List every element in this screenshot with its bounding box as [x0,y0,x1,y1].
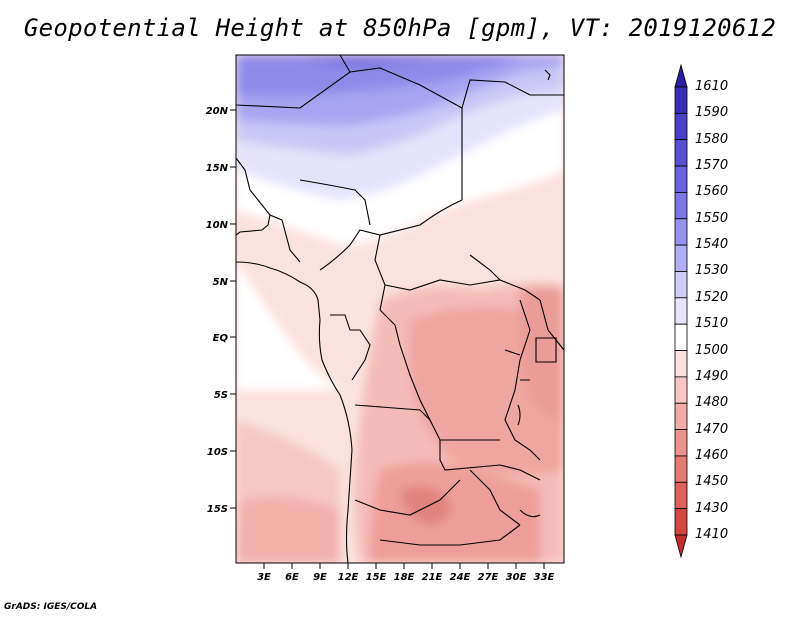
colorbar-level-label: 1580 [695,131,729,147]
colorbar-cell [674,297,688,325]
lon-tick-label: 6E [285,572,299,583]
colorbar-cell [674,402,688,430]
lat-tick-label: 5N [213,277,229,288]
lat-axis [230,109,236,509]
map-frame [235,54,565,564]
colorbar [674,63,688,559]
colorbar-extend-bottom [674,534,688,559]
colorbar-cell [674,376,688,404]
colorbar-cell [674,165,688,193]
lon-axis [263,563,545,569]
colorbar-level-label: 1480 [695,395,729,411]
colorbar-level-label: 1530 [695,263,729,279]
colorbar-level-label: 1550 [695,210,729,226]
lat-tick-label: EQ [213,333,229,344]
lat-tick-label: 10N [206,220,229,231]
colorbar-cell [674,429,688,457]
colorbar-level-label: 1460 [695,447,729,463]
lat-tick-label: 15N [206,163,229,174]
colorbar-cell [674,455,688,483]
colorbar-cell [674,508,688,536]
colorbar-cell [674,86,688,114]
colorbar-cell [674,139,688,167]
colorbar-level-label: 1590 [695,105,729,121]
colorbar-level-label: 1450 [695,474,729,490]
colorbar-cell [674,244,688,272]
lon-tick-label: 30E [506,572,527,583]
map-title: Geopotential Height at 850hPa [gpm], VT:… [23,14,777,42]
colorbar-cell [674,112,688,141]
lon-tick-label: 15E [366,572,387,583]
lon-tick-label: 3E [257,572,271,583]
lon-tick-label: 12E [338,572,359,583]
colorbar-cell [674,481,688,510]
lon-tick-label: 9E [313,572,327,583]
lat-tick-label: 15S [207,504,228,515]
colorbar-extend-top [674,63,688,88]
colorbar-cell [674,271,688,299]
lon-tick-label: 18E [394,572,415,583]
colorbar-cell [674,323,688,351]
lon-tick-label: 27E [478,572,499,583]
colorbar-cell [674,218,688,246]
lat-tick-label: 5S [214,390,228,401]
colorbar-level-label: 1410 [695,527,729,542]
colorbar-level-label: 1560 [695,184,729,200]
country-boundaries [236,55,564,563]
lat-tick-label: 20N [206,106,229,117]
colorbar-level-label: 1610 [695,79,729,94]
colorbar-level-label: 1490 [695,368,729,384]
colorbar-level-label: 1510 [695,316,729,332]
lon-tick-label: 21E [422,572,443,583]
colorbar-level-label: 1500 [695,342,729,358]
colorbar-level-label: 1540 [695,237,729,253]
footer-credit: GrADS: IGES/COLA [4,602,98,612]
colorbar-level-label: 1470 [695,421,729,437]
colorbar-cell [674,192,688,220]
lon-tick-label: 33E [534,572,555,583]
geopotential-field [236,55,564,563]
colorbar-level-label: 1430 [695,500,729,516]
lon-tick-label: 24E [450,572,471,583]
lat-tick-labels: 20N 15N 10N 5N EQ 5S 10S 15S [206,106,229,515]
colorbar-level-label: 1570 [695,158,729,174]
lon-tick-labels: 3E 6E 9E 12E 15E 18E 21E 24E 27E 30E 33E [257,572,554,583]
colorbar-level-label: 1520 [695,289,729,305]
lat-tick-label: 10S [207,447,228,458]
colorbar-cell [674,350,688,378]
